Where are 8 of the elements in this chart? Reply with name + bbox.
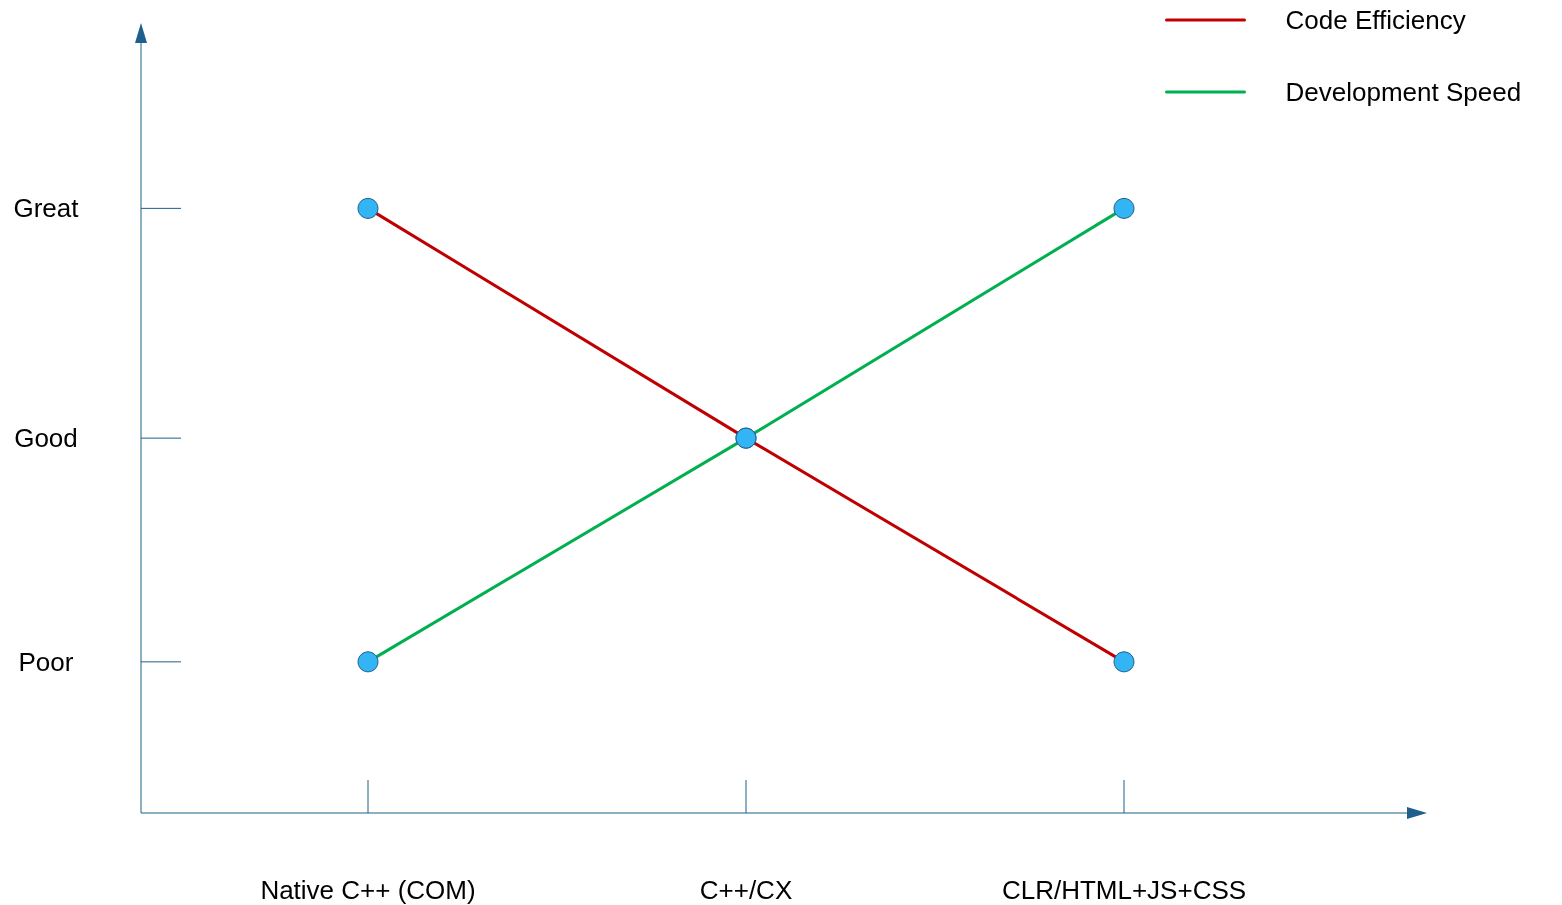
legend-label: Code Efficiency [1285, 5, 1466, 35]
x-tick-label: CLR/HTML+JS+CSS [1001, 875, 1247, 905]
legend-label: Development Speed [1285, 77, 1522, 107]
x-tick-label: Native C++ (COM) [260, 875, 476, 905]
text: Great [13, 193, 80, 224]
x-tick-label: C++/CX [699, 875, 793, 905]
text: Good [14, 423, 78, 454]
text: Poor [18, 646, 74, 677]
